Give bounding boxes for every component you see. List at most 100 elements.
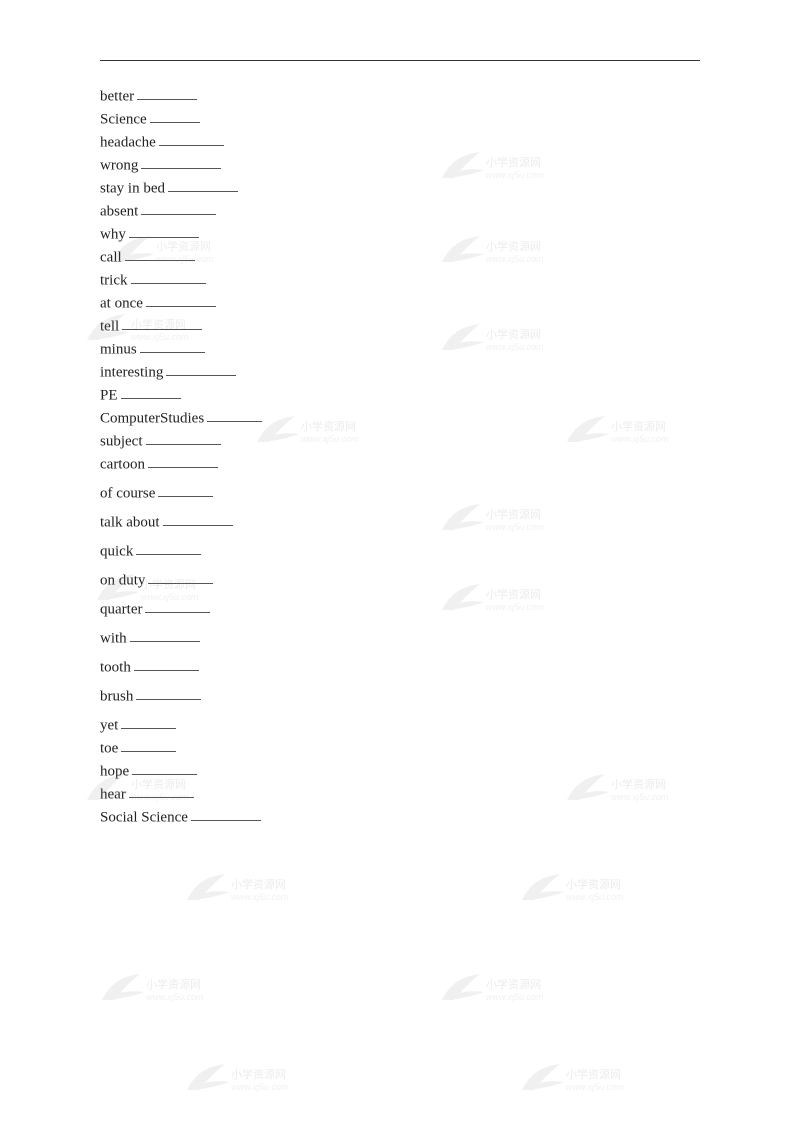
vocab-line: at once [100, 292, 700, 315]
vocab-word: better [100, 88, 134, 104]
answer-blank [146, 430, 221, 445]
vocab-line: why [100, 223, 700, 246]
watermark: 小学资源网www.xj5u.com [100, 970, 210, 1010]
vocab-line: hear [100, 783, 700, 806]
vocab-line: interesting [100, 361, 700, 384]
answer-blank [132, 760, 197, 775]
vocab-word: absent [100, 203, 138, 219]
answer-blank [207, 407, 262, 422]
answer-blank [163, 511, 233, 526]
vocab-line: of course [100, 482, 700, 505]
vocab-line: PE [100, 384, 700, 407]
answer-blank [168, 177, 238, 192]
vocab-word: tell [100, 318, 119, 334]
answer-blank [129, 783, 194, 798]
svg-text:www.xj5u.com: www.xj5u.com [486, 992, 544, 1002]
vocab-word: why [100, 226, 126, 242]
answer-blank [137, 85, 197, 100]
answer-blank [145, 598, 210, 613]
answer-blank [140, 338, 205, 353]
vocab-word: headache [100, 134, 156, 150]
vocab-word: hear [100, 786, 126, 802]
answer-blank [121, 737, 176, 752]
vocab-word: wrong [100, 157, 138, 173]
answer-blank [131, 269, 206, 284]
svg-text:www.xj5u.com: www.xj5u.com [146, 992, 204, 1002]
answer-blank [121, 714, 176, 729]
answer-blank [141, 154, 221, 169]
watermark: 小学资源网www.xj5u.com [185, 870, 295, 910]
vocab-line: quick [100, 540, 700, 563]
answer-blank [129, 223, 199, 238]
vocab-line: wrong [100, 154, 700, 177]
vocab-word: talk about [100, 514, 160, 530]
vocab-line: absent [100, 200, 700, 223]
vocab-word: of course [100, 485, 155, 501]
vocab-word: with [100, 630, 127, 646]
vocab-line: better [100, 85, 700, 108]
answer-blank [141, 200, 216, 215]
answer-blank [158, 482, 213, 497]
answer-blank [121, 384, 181, 399]
vocab-line: tooth [100, 656, 700, 679]
vocab-line: trick [100, 269, 700, 292]
answer-blank [122, 315, 202, 330]
vocab-word: interesting [100, 364, 163, 380]
vocab-line: Social Science [100, 806, 700, 829]
vocab-word: subject [100, 433, 143, 449]
svg-text:www.xj5u.com: www.xj5u.com [231, 892, 289, 902]
answer-blank [134, 656, 199, 671]
answer-blank [166, 361, 236, 376]
answer-blank [159, 131, 224, 146]
vocab-line: call [100, 246, 700, 269]
vocab-word: cartoon [100, 456, 145, 472]
watermark: 小学资源网www.xj5u.com [520, 1060, 630, 1100]
vocab-line: with [100, 627, 700, 650]
vocab-line: stay in bed [100, 177, 700, 200]
vocab-word: toe [100, 740, 118, 756]
vocab-word: minus [100, 341, 137, 357]
answer-blank [150, 108, 200, 123]
answer-blank [191, 806, 261, 821]
vocab-word: PE [100, 387, 118, 403]
vocab-line: headache [100, 131, 700, 154]
answer-blank [125, 246, 195, 261]
answer-blank [136, 540, 201, 555]
vocab-line: subject [100, 430, 700, 453]
vocabulary-list: better Science headache wrong stay in bed abs… [100, 85, 700, 829]
vocab-word: stay in bed [100, 180, 165, 196]
vocab-word: brush [100, 688, 133, 704]
answer-blank [148, 453, 218, 468]
svg-text:小学资源网: 小学资源网 [231, 877, 286, 891]
vocab-line: cartoon [100, 453, 700, 476]
vocab-line: yet [100, 714, 700, 737]
svg-text:小学资源网: 小学资源网 [566, 877, 621, 891]
vocab-word: Social Science [100, 809, 188, 825]
vocab-line: quarter [100, 598, 700, 621]
vocab-word: quarter [100, 601, 142, 617]
vocab-line: brush [100, 685, 700, 708]
vocab-line: talk about [100, 511, 700, 534]
vocab-word: on duty [100, 572, 145, 588]
svg-text:小学资源网: 小学资源网 [566, 1067, 621, 1081]
vocab-word: hope [100, 763, 129, 779]
svg-text:小学资源网: 小学资源网 [231, 1067, 286, 1081]
vocab-line: on duty [100, 569, 700, 592]
vocab-line: toe [100, 737, 700, 760]
answer-blank [130, 627, 200, 642]
vocab-word: Science [100, 111, 147, 127]
watermark: 小学资源网www.xj5u.com [440, 970, 550, 1010]
watermark: 小学资源网www.xj5u.com [185, 1060, 295, 1100]
svg-text:www.xj5u.com: www.xj5u.com [566, 1082, 624, 1092]
svg-text:小学资源网: 小学资源网 [146, 977, 201, 991]
worksheet-page: better Science headache wrong stay in bed abs… [0, 0, 800, 1132]
vocab-word: at once [100, 295, 143, 311]
vocab-word: call [100, 249, 122, 265]
watermark: 小学资源网www.xj5u.com [520, 870, 630, 910]
answer-blank [136, 685, 201, 700]
vocab-line: tell [100, 315, 700, 338]
vocab-line: hope [100, 760, 700, 783]
top-horizontal-rule [100, 60, 700, 61]
svg-text:www.xj5u.com: www.xj5u.com [231, 1082, 289, 1092]
vocab-word: quick [100, 543, 133, 559]
